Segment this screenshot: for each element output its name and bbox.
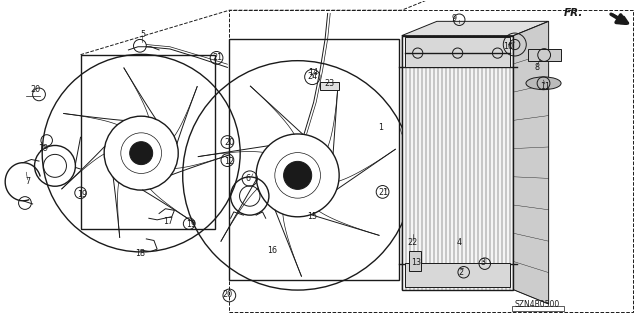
Text: 19: 19 (77, 190, 88, 199)
Text: 19: 19 (186, 220, 196, 229)
Text: 20: 20 (224, 137, 234, 146)
Text: 7: 7 (25, 177, 30, 186)
Bar (402, 36, 513, 290)
Text: 14: 14 (308, 68, 319, 77)
Ellipse shape (526, 77, 561, 90)
Bar (511, 306, 564, 311)
Text: 23: 23 (324, 79, 335, 88)
Text: 3: 3 (481, 258, 485, 267)
Bar (229, 10, 633, 312)
Text: 10: 10 (504, 42, 513, 51)
Text: SZN4B0500: SZN4B0500 (515, 300, 560, 309)
Text: 13: 13 (411, 258, 420, 267)
Ellipse shape (284, 161, 312, 189)
Bar (229, 39, 399, 280)
Bar (320, 82, 339, 90)
Text: 24: 24 (307, 72, 317, 81)
Text: 16: 16 (267, 246, 277, 255)
Text: 9: 9 (452, 14, 457, 23)
Bar (527, 49, 561, 61)
Text: 21: 21 (212, 53, 223, 62)
Text: 4: 4 (457, 238, 461, 247)
Polygon shape (513, 21, 548, 304)
Bar (405, 37, 510, 67)
Text: FR.: FR. (564, 8, 583, 18)
Text: 12: 12 (224, 157, 234, 166)
Text: 20: 20 (222, 290, 232, 299)
Ellipse shape (130, 142, 153, 165)
Polygon shape (402, 21, 548, 36)
Text: 6: 6 (245, 174, 250, 183)
Text: 5: 5 (140, 30, 145, 39)
Bar (405, 263, 510, 286)
Text: 22: 22 (408, 238, 418, 247)
Bar (81, 55, 214, 229)
Text: 2: 2 (458, 268, 463, 277)
Text: 18: 18 (135, 249, 145, 258)
Text: 1: 1 (378, 123, 383, 132)
Text: 15: 15 (307, 212, 317, 221)
Text: 17: 17 (163, 217, 173, 226)
Text: 19: 19 (38, 144, 48, 153)
Text: 11: 11 (540, 82, 550, 91)
Text: 8: 8 (534, 63, 540, 72)
Text: 20: 20 (31, 85, 41, 94)
Text: 21: 21 (379, 188, 389, 197)
Bar (410, 251, 421, 271)
